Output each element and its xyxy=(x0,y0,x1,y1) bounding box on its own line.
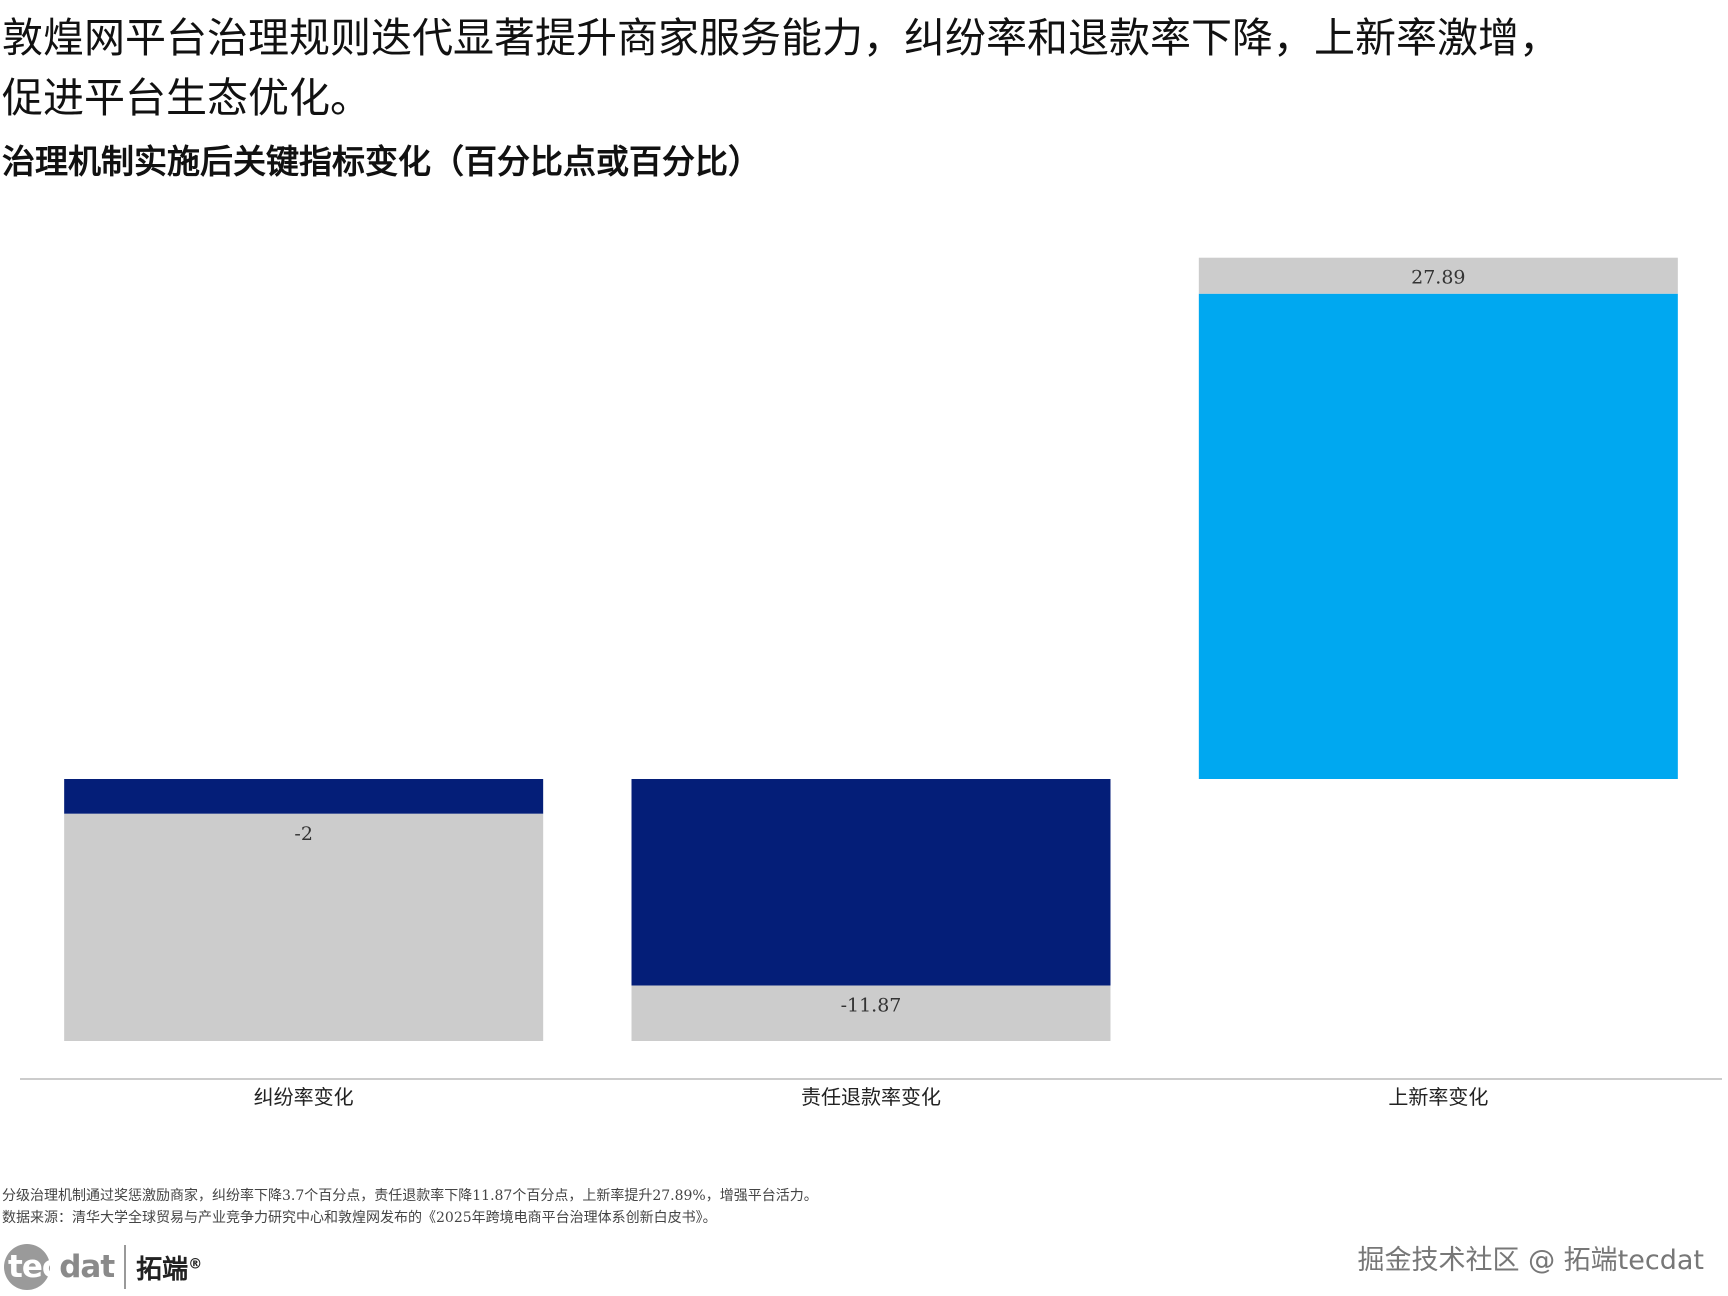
data-label-box-3 xyxy=(1198,257,1678,294)
logo-divider xyxy=(124,1245,127,1289)
tecdat-logo: tecdat 拓端® xyxy=(4,1242,202,1292)
category-label-3: 上新率变化 xyxy=(1388,1085,1488,1109)
chart-title: 敦煌网平台治理规则迭代显著提升商家服务能力，纠纷率和退款率下降，上新率激增，促进… xyxy=(2,14,1560,122)
footnote-note: 分级治理机制通过奖惩激励商家，纠纷率下降3.7个百分点，责任退款率下降11.87… xyxy=(2,1188,818,1204)
watermark: 掘金技术社区 @ 拓端tecdat xyxy=(1357,1245,1704,1276)
logo-circle-icon xyxy=(4,1244,50,1290)
category-label-1: 纠纷率变化 xyxy=(254,1085,354,1109)
bar-2 xyxy=(631,779,1111,986)
category-label-2: 责任退款率变化 xyxy=(801,1085,941,1109)
logo-wordmark: tecdat xyxy=(8,1249,115,1285)
data-label-2: -11.87 xyxy=(841,995,902,1017)
chart-subtitle: 治理机制实施后关键指标变化（百分比点或百分比） xyxy=(2,142,761,181)
data-label-3: 27.89 xyxy=(1411,267,1465,289)
data-label-1: -2 xyxy=(294,823,313,845)
data-label-box-2 xyxy=(631,985,1111,1041)
bar-3 xyxy=(1198,293,1678,779)
footnote-source: 数据来源：清华大学全球贸易与产业竞争力研究中心和敦煌网发布的《2025年跨境电商… xyxy=(2,1210,717,1226)
bar-1 xyxy=(64,779,544,814)
data-label-box-1 xyxy=(64,813,544,1041)
logo-cn-text: 拓端® xyxy=(136,1254,203,1285)
footnote: 分级治理机制通过奖惩激励商家，纠纷率下降3.7个百分点，责任退款率下降11.87… xyxy=(2,1185,818,1229)
